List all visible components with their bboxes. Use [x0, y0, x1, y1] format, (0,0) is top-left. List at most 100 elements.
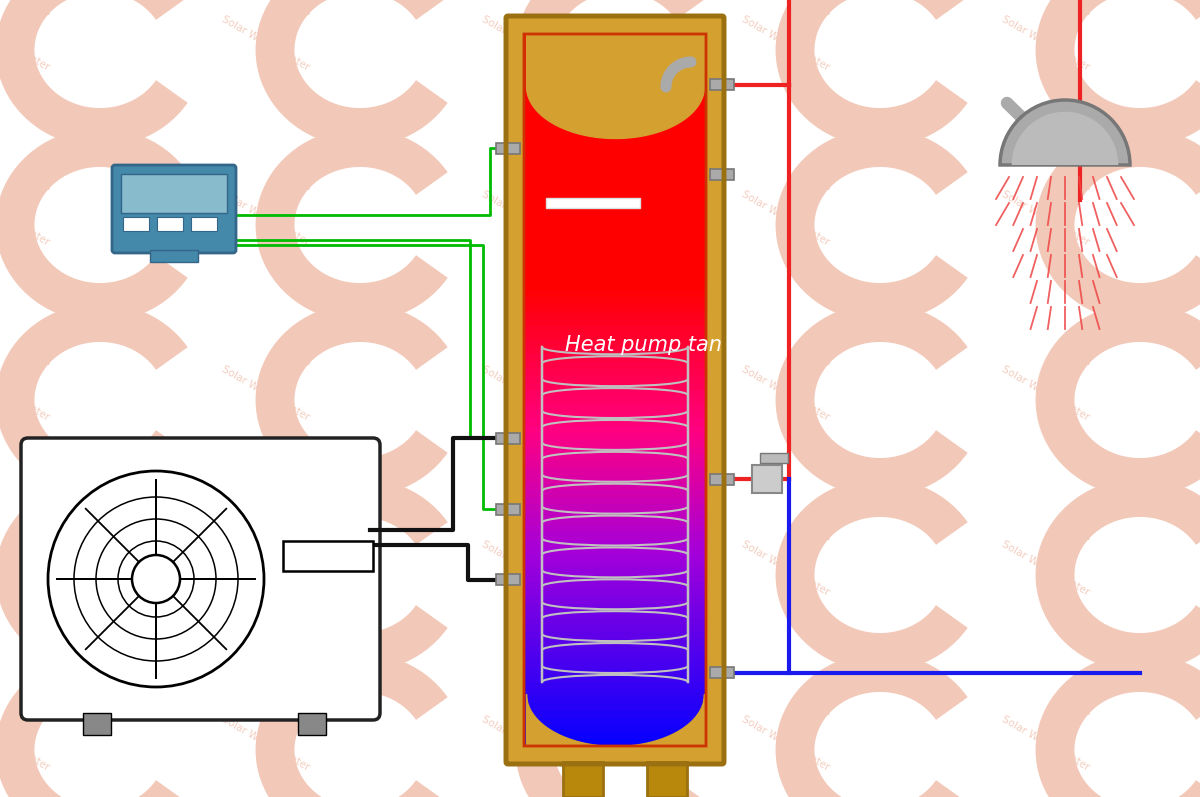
Text: JiNY: JiNY	[20, 703, 55, 718]
Bar	[524, 283, 706, 292]
Bar	[524, 162, 706, 171]
Bar	[524, 49, 706, 57]
Text: ®: ®	[1128, 326, 1138, 336]
Text: JiNY: JiNY	[280, 353, 314, 368]
Text: ®: ®	[348, 326, 358, 336]
Bar	[524, 482, 706, 491]
Text: JiNY: JiNY	[20, 3, 55, 18]
Text: JiNY: JiNY	[540, 528, 575, 543]
Bar	[121, 174, 227, 214]
Bar	[710, 169, 734, 180]
FancyBboxPatch shape	[506, 16, 724, 764]
Text: Solar Water Heater: Solar Water Heater	[0, 713, 52, 772]
Text: JiNY: JiNY	[1060, 528, 1094, 543]
Bar	[524, 476, 706, 484]
Bar	[524, 454, 706, 462]
Text: JiNY: JiNY	[280, 3, 314, 18]
Bar	[524, 155, 706, 163]
Bar	[298, 713, 326, 735]
Text: JiNY: JiNY	[540, 353, 575, 368]
Bar	[524, 69, 706, 78]
Bar	[524, 312, 706, 320]
Bar	[524, 689, 706, 697]
Bar	[524, 198, 706, 206]
Bar	[524, 134, 706, 142]
Bar	[524, 675, 706, 683]
Bar	[524, 276, 706, 285]
Bar	[524, 369, 706, 377]
Bar	[524, 347, 706, 355]
Bar	[524, 433, 706, 441]
Text: Solar Water Heater: Solar Water Heater	[220, 14, 311, 72]
Bar	[563, 762, 604, 797]
Bar	[524, 540, 706, 548]
Bar	[524, 561, 706, 569]
Bar	[524, 84, 706, 92]
Text: ®: ®	[608, 676, 618, 686]
Bar	[524, 62, 706, 71]
Bar	[524, 440, 706, 448]
Text: Solar Water Heater: Solar Water Heater	[1000, 363, 1091, 422]
Text: Solar Water Heater: Solar Water Heater	[1000, 189, 1091, 247]
Text: Solar Water Heater: Solar Water Heater	[740, 363, 832, 422]
Bar	[157, 218, 182, 231]
Bar	[524, 575, 706, 583]
Text: Solar Water Heater: Solar Water Heater	[0, 14, 52, 72]
Text: ®: ®	[1128, 151, 1138, 161]
Bar	[710, 80, 734, 91]
Text: ®: ®	[88, 151, 97, 161]
Bar	[524, 426, 706, 434]
Bar	[524, 333, 706, 341]
Bar	[524, 596, 706, 605]
Bar	[524, 703, 706, 712]
Text: ®: ®	[868, 676, 877, 686]
Bar	[752, 465, 782, 493]
Bar	[524, 290, 706, 298]
Bar	[524, 390, 706, 398]
Text: Solar Water Heater: Solar Water Heater	[220, 713, 311, 772]
Text: ®: ®	[88, 326, 97, 336]
Bar	[524, 355, 706, 363]
Bar	[524, 404, 706, 412]
Bar	[524, 248, 706, 256]
Bar	[524, 654, 706, 662]
Bar	[524, 148, 706, 156]
Circle shape	[132, 555, 180, 603]
Bar	[524, 554, 706, 562]
Bar	[524, 518, 706, 526]
Bar	[524, 226, 706, 234]
Bar	[524, 682, 706, 690]
FancyBboxPatch shape	[112, 165, 236, 253]
Bar	[524, 696, 706, 705]
Bar	[524, 112, 706, 120]
Bar	[524, 269, 706, 277]
Bar	[524, 603, 706, 612]
Bar	[524, 668, 706, 676]
Bar	[524, 105, 706, 113]
Text: JiNY: JiNY	[280, 528, 314, 543]
Bar	[524, 212, 706, 220]
Bar	[496, 504, 520, 515]
Bar	[710, 667, 734, 678]
Bar	[524, 497, 706, 505]
Text: ®: ®	[868, 326, 877, 336]
Bar	[524, 397, 706, 405]
Bar	[524, 661, 706, 669]
Text: JiNY: JiNY	[1060, 3, 1094, 18]
Bar	[83, 713, 112, 735]
Bar	[524, 362, 706, 370]
Text: Solar Water Heater: Solar Water Heater	[1000, 14, 1091, 72]
Bar	[710, 473, 734, 485]
Bar	[524, 710, 706, 719]
Bar	[524, 375, 706, 384]
Text: JiNY: JiNY	[800, 703, 835, 718]
Bar	[524, 219, 706, 227]
Text: JiNY: JiNY	[800, 353, 835, 368]
Text: Solar Water Heater: Solar Water Heater	[0, 539, 52, 597]
Bar	[524, 632, 706, 640]
Text: Solar Water Heater: Solar Water Heater	[740, 14, 832, 72]
Bar	[524, 611, 706, 618]
Text: Solar Water Heater: Solar Water Heater	[740, 189, 832, 247]
Text: JiNY: JiNY	[20, 178, 55, 193]
Text: JiNY: JiNY	[20, 528, 55, 543]
